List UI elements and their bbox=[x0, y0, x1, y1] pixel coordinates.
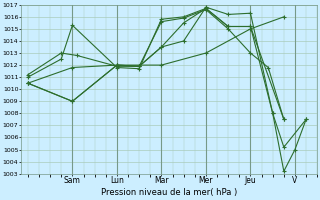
X-axis label: Pression niveau de la mer( hPa ): Pression niveau de la mer( hPa ) bbox=[101, 188, 237, 197]
